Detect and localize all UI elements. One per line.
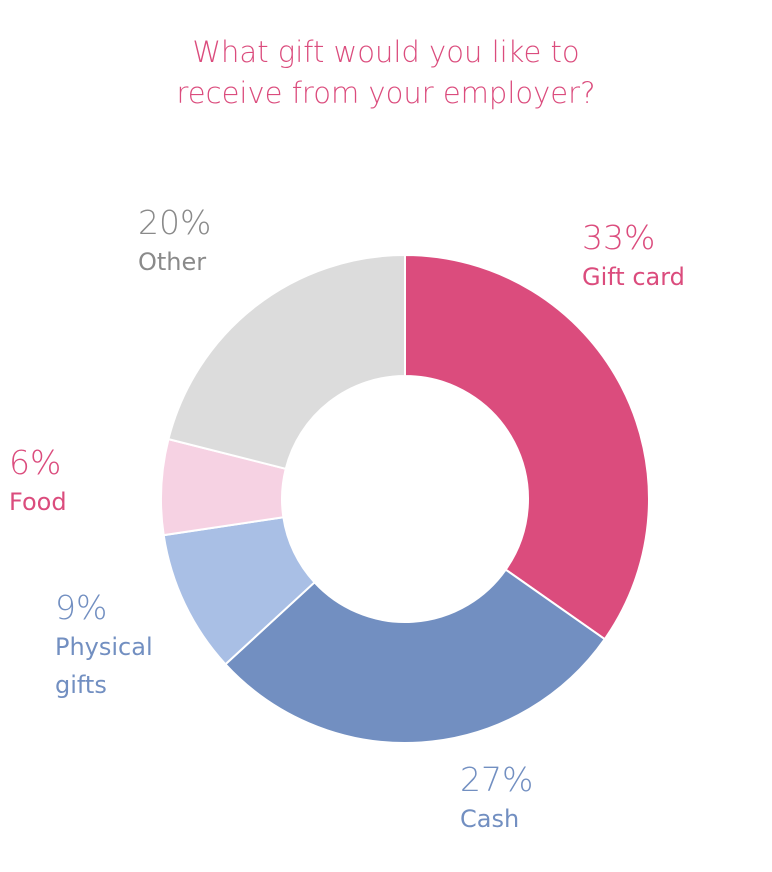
slice-label-physical-gifts: 9% Physical gifts (55, 588, 153, 704)
slice-pct-other: 20% (138, 203, 212, 242)
slice-label-gift-card: 33% Gift card (582, 218, 685, 296)
slice-label-cash: 27% Cash (460, 760, 533, 838)
slice-category-physical-gifts-line-2: gifts (55, 671, 107, 699)
slice-cash (224, 568, 607, 744)
slice-category-food: Food (9, 488, 67, 516)
slice-category-other: Other (138, 248, 207, 276)
slice-pct-physical-gifts: 9% (55, 588, 108, 627)
slice-label-other: 20% Other (138, 203, 211, 281)
slice-other (167, 253, 406, 471)
slice-category-cash: Cash (460, 805, 520, 833)
slice-pct-gift-card: 33% (582, 218, 656, 257)
chart-title: What gift would you like to receive from… (0, 32, 772, 114)
chart-title-line-1: What gift would you like to (192, 35, 580, 69)
chart-title-line-2: receive from your employer? (176, 76, 596, 110)
slice-category-physical-gifts-line-1: Physical (55, 633, 153, 661)
slice-gift-card (404, 253, 650, 641)
slice-label-food: 6% Food (9, 443, 67, 521)
slice-category-gift-card: Gift card (582, 263, 685, 291)
slice-pct-cash: 27% (460, 760, 534, 799)
slice-pct-food: 6% (9, 443, 62, 482)
